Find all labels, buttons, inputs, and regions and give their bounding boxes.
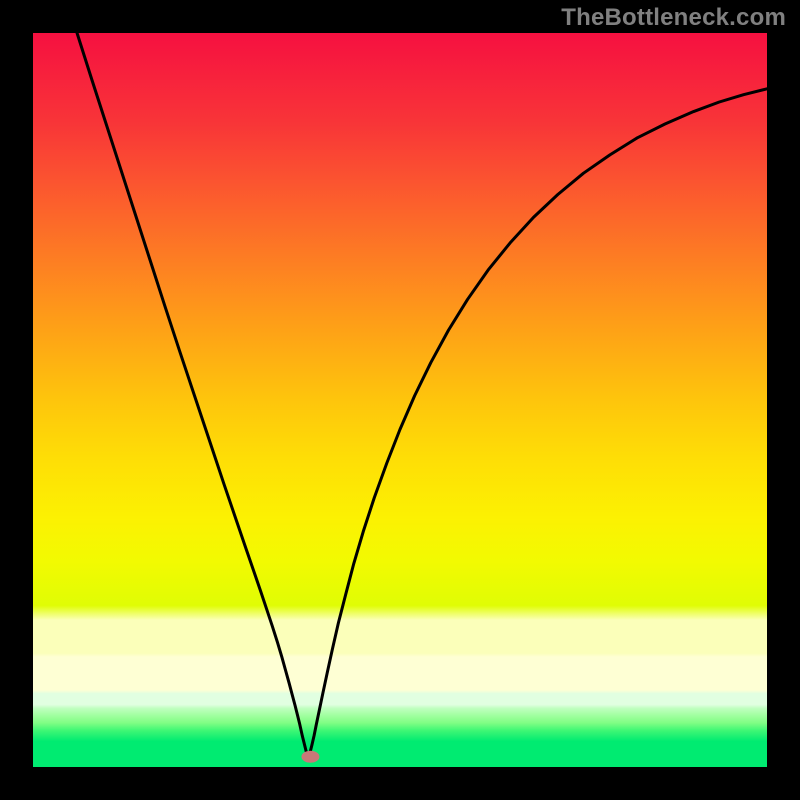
optimum-marker xyxy=(301,751,319,763)
chart-frame: TheBottleneck.com xyxy=(0,0,800,800)
plot-area xyxy=(33,33,767,767)
chart-svg xyxy=(33,33,767,767)
gradient-background xyxy=(33,33,767,767)
watermark-text: TheBottleneck.com xyxy=(561,4,786,32)
